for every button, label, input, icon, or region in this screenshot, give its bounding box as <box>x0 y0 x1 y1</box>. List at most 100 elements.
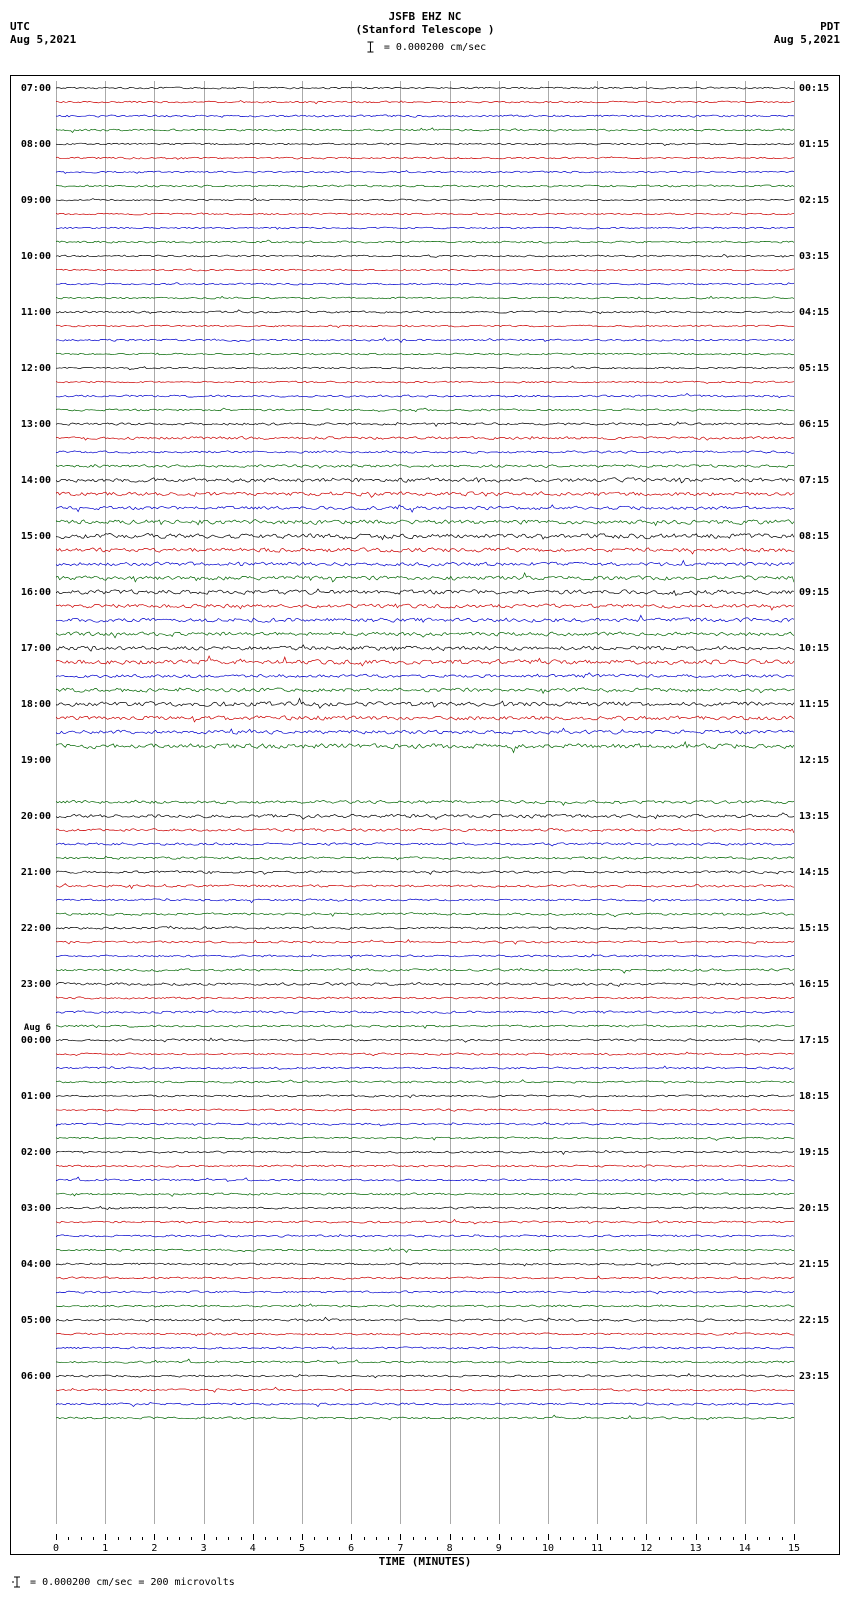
utc-hour-label: 03:00 <box>21 1203 51 1214</box>
x-tick-minor <box>782 1537 783 1540</box>
scale-label: = 0.000200 cm/sec <box>355 40 494 54</box>
x-tick-minor <box>487 1537 488 1540</box>
x-tick-minor <box>376 1537 377 1540</box>
x-tick-minor <box>339 1537 340 1540</box>
header-center: JSFB EHZ NC (Stanford Telescope ) = 0.00… <box>355 10 494 54</box>
x-tick-minor <box>708 1537 709 1540</box>
x-tick <box>204 1534 205 1540</box>
x-tick-minor <box>118 1537 119 1540</box>
utc-hour-label: 04:00 <box>21 1259 51 1270</box>
pdt-hour-label: 00:15 <box>799 83 829 94</box>
pdt-date: Aug 5,2021 <box>774 33 840 46</box>
x-tick <box>302 1534 303 1540</box>
utc-hour-label: 20:00 <box>21 811 51 822</box>
x-tick-label: 14 <box>739 1543 751 1554</box>
pdt-hour-label: 16:15 <box>799 979 829 990</box>
x-tick-minor <box>425 1537 426 1540</box>
seismogram-container: UTC Aug 5,2021 JSFB EHZ NC (Stanford Tel… <box>10 10 840 1589</box>
x-tick-minor <box>733 1537 734 1540</box>
x-tick-label: 6 <box>348 1543 354 1554</box>
x-tick-minor <box>265 1537 266 1540</box>
x-tick <box>450 1534 451 1540</box>
utc-hour-label: 10:00 <box>21 251 51 262</box>
gridline-v <box>794 81 795 1524</box>
utc-hour-label: 01:00 <box>21 1091 51 1102</box>
x-tick-minor <box>81 1537 82 1540</box>
x-tick-minor <box>216 1537 217 1540</box>
x-tick-label: 11 <box>591 1543 603 1554</box>
pdt-hour-label: 15:15 <box>799 923 829 934</box>
pdt-hour-label: 12:15 <box>799 755 829 766</box>
x-tick <box>400 1534 401 1540</box>
x-tick-label: 5 <box>299 1543 305 1554</box>
utc-hour-label: 17:00 <box>21 643 51 654</box>
utc-hour-label: 15:00 <box>21 531 51 542</box>
x-tick-minor <box>191 1537 192 1540</box>
x-tick-minor <box>327 1537 328 1540</box>
x-tick <box>56 1534 57 1540</box>
footer: = 0.000200 cm/sec = 200 microvolts <box>10 1575 840 1589</box>
x-tick <box>548 1534 549 1540</box>
pdt-hour-label: 03:15 <box>799 251 829 262</box>
x-tick-label: 10 <box>542 1543 554 1554</box>
station-location: (Stanford Telescope ) <box>355 23 494 36</box>
utc-hour-label: 19:00 <box>21 755 51 766</box>
plot-area: 07:0008:0009:0010:0011:0012:0013:0014:00… <box>10 75 840 1555</box>
pdt-hour-label: 11:15 <box>799 699 829 710</box>
utc-hour-label: 09:00 <box>21 195 51 206</box>
utc-hour-label: 08:00 <box>21 139 51 150</box>
pdt-hour-label: 09:15 <box>799 587 829 598</box>
pdt-hour-label: 13:15 <box>799 811 829 822</box>
station-code: JSFB EHZ NC <box>355 10 494 23</box>
pdt-hour-label: 02:15 <box>799 195 829 206</box>
x-tick-minor <box>228 1537 229 1540</box>
x-tick-minor <box>93 1537 94 1540</box>
x-tick-minor <box>757 1537 758 1540</box>
x-tick-minor <box>671 1537 672 1540</box>
pdt-hour-label: 04:15 <box>799 307 829 318</box>
x-tick <box>499 1534 500 1540</box>
pdt-hour-label: 20:15 <box>799 1203 829 1214</box>
x-tick-minor <box>659 1537 660 1540</box>
x-tick-minor <box>277 1537 278 1540</box>
utc-hour-label: 14:00 <box>21 475 51 486</box>
pdt-hour-label: 10:15 <box>799 643 829 654</box>
footer-text: = 0.000200 cm/sec = 200 microvolts <box>30 1577 235 1588</box>
x-tick <box>597 1534 598 1540</box>
x-tick-minor <box>241 1537 242 1540</box>
x-tick-minor <box>610 1537 611 1540</box>
date-marker: Aug 6 <box>24 1023 51 1033</box>
x-tick-minor <box>622 1537 623 1540</box>
x-tick-minor <box>314 1537 315 1540</box>
pdt-hour-label: 06:15 <box>799 419 829 430</box>
x-tick-label: 13 <box>690 1543 702 1554</box>
trace-row <box>56 739 794 753</box>
x-tick-minor <box>720 1537 721 1540</box>
header-right: PDT Aug 5,2021 <box>774 20 840 46</box>
utc-hour-label: 21:00 <box>21 867 51 878</box>
x-tick-minor <box>68 1537 69 1540</box>
x-tick-label: 3 <box>201 1543 207 1554</box>
x-axis-label: TIME (MINUTES) <box>379 1555 472 1568</box>
utc-hour-label: 00:00 <box>21 1035 51 1046</box>
x-tick <box>794 1534 795 1540</box>
scale-bar-icon <box>364 40 378 54</box>
x-tick-minor <box>769 1537 770 1540</box>
x-tick-minor <box>413 1537 414 1540</box>
pdt-hour-label: 21:15 <box>799 1259 829 1270</box>
x-tick <box>253 1534 254 1540</box>
x-tick-minor <box>634 1537 635 1540</box>
x-tick <box>696 1534 697 1540</box>
pdt-hour-label: 01:15 <box>799 139 829 150</box>
x-tick-label: 2 <box>151 1543 157 1554</box>
x-tick-minor <box>523 1537 524 1540</box>
x-tick-label: 12 <box>640 1543 652 1554</box>
x-axis-ticks: 0123456789101112131415 <box>56 1526 794 1554</box>
utc-hour-label: 05:00 <box>21 1315 51 1326</box>
pdt-hour-label: 23:15 <box>799 1371 829 1382</box>
x-tick-label: 9 <box>496 1543 502 1554</box>
x-tick-label: 7 <box>397 1543 403 1554</box>
x-tick <box>646 1534 647 1540</box>
x-tick-label: 4 <box>250 1543 256 1554</box>
x-tick-label: 15 <box>788 1543 800 1554</box>
